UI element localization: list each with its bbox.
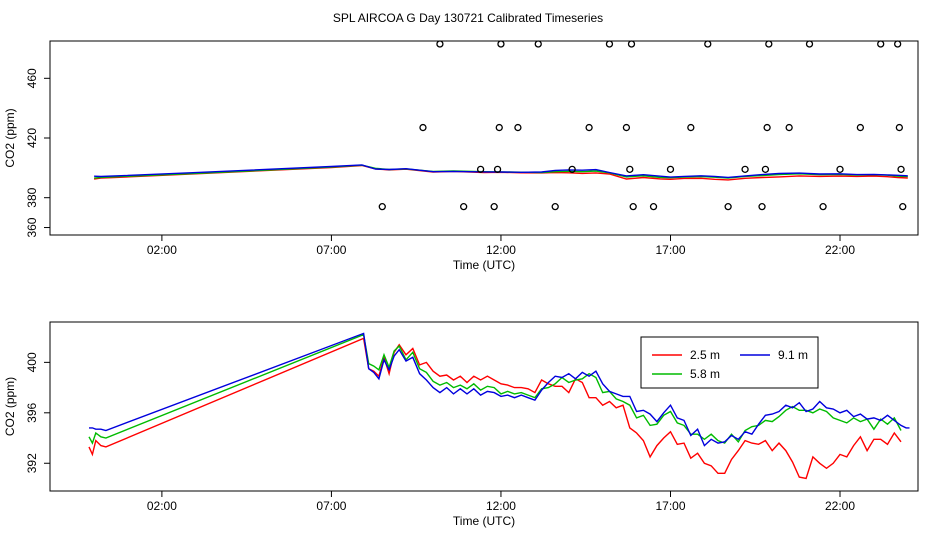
outlier-point <box>836 165 844 173</box>
outlier-point <box>436 40 444 48</box>
outlier-point <box>856 123 865 132</box>
outlier-point <box>419 123 427 132</box>
x-tick-label: 17:00 <box>655 243 685 257</box>
legend-label: 9.1 m <box>778 348 808 362</box>
outlier-point <box>899 202 907 211</box>
x-tick-label: 22:00 <box>825 243 855 257</box>
outlier-point <box>585 123 593 132</box>
legend-label: 2.5 m <box>690 348 720 362</box>
outlier-point <box>605 40 614 48</box>
outlier-point <box>490 202 498 211</box>
x-tick-label: 22:00 <box>825 499 855 513</box>
outlier-point <box>514 123 522 132</box>
outlier-point <box>724 202 732 211</box>
outlier-point <box>378 202 386 211</box>
x-axis-label: Time (UTC) <box>453 514 515 528</box>
outlier-point <box>897 165 905 173</box>
outlier-point <box>627 40 636 48</box>
outlier-point <box>476 165 485 173</box>
outlier-point <box>666 165 675 173</box>
outlier-point <box>877 40 885 48</box>
y-tick-label: 400 <box>25 352 39 372</box>
plot-frame <box>49 40 919 236</box>
legend-label: 5.8 m <box>690 367 720 381</box>
outlier-point <box>819 202 827 211</box>
x-tick-label: 02:00 <box>147 499 177 513</box>
y-axis-label: CO2 (ppm) <box>3 377 17 436</box>
x-tick-label: 12:00 <box>486 243 516 257</box>
outlier-point <box>758 202 766 211</box>
outlier-point <box>894 40 902 48</box>
series-line-91m <box>89 332 910 447</box>
outlier-point <box>534 40 542 48</box>
x-tick-label: 07:00 <box>316 499 346 513</box>
figure-title: SPL AIRCOA G Day 130721 Calibrated Times… <box>333 11 603 25</box>
outlier-point <box>495 123 503 132</box>
y-tick-label: 392 <box>25 453 39 473</box>
outlier-point <box>622 123 631 132</box>
outlier-point <box>626 165 634 173</box>
outlier-point <box>763 123 771 132</box>
y-tick-label: 420 <box>25 128 39 148</box>
y-tick-label: 396 <box>25 402 39 422</box>
legend-box <box>640 336 819 389</box>
series-line-25m <box>88 337 902 480</box>
outlier-point <box>460 202 468 211</box>
outlier-point <box>704 40 712 48</box>
y-tick-label: 360 <box>25 217 39 237</box>
y-axis-label: CO2 (ppm) <box>3 108 17 167</box>
x-tick-label: 12:00 <box>486 499 516 513</box>
x-tick-label: 17:00 <box>655 499 685 513</box>
plot-frame <box>49 321 919 492</box>
legend: 2.5 m 9.1 m 5.8 m <box>640 336 819 389</box>
outlier-point <box>765 40 773 48</box>
top-panel: 02:00 07:00 12:00 17:00 22:00 360 380 420 460 Tim… <box>3 40 919 272</box>
outlier-point <box>741 165 749 173</box>
outlier-point <box>785 123 793 132</box>
outlier-point <box>568 165 576 173</box>
outlier-point <box>761 165 770 173</box>
outlier-point <box>551 202 559 211</box>
outlier-point <box>687 123 695 132</box>
y-tick-label: 380 <box>25 187 39 207</box>
y-tick-label: 460 <box>25 68 39 88</box>
x-tick-label: 07:00 <box>316 243 346 257</box>
x-axis-label: Time (UTC) <box>453 258 515 272</box>
outlier-point <box>497 40 505 48</box>
outlier-point <box>493 165 502 173</box>
outlier-point <box>629 202 637 211</box>
bottom-panel: 02:00 07:00 12:00 17:00 22:00 392 396 400 Time (… <box>3 321 919 528</box>
outlier-point <box>895 123 904 132</box>
outlier-point <box>649 202 658 211</box>
outlier-point <box>805 40 814 48</box>
series-line-91m <box>94 164 908 179</box>
x-tick-label: 02:00 <box>147 243 177 257</box>
